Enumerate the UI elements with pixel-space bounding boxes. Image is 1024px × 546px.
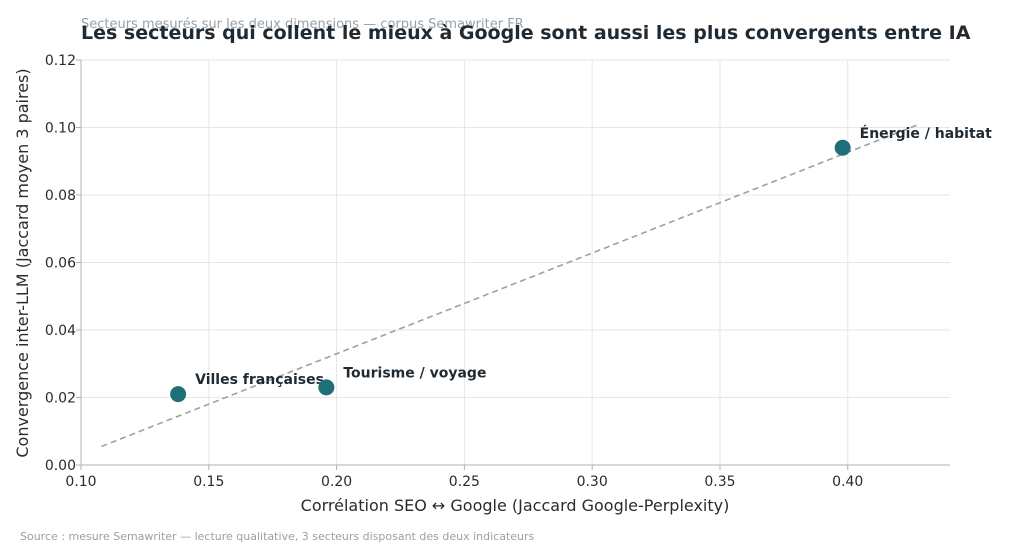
y-tick-label: 0.06 (45, 256, 76, 272)
y-tick-label: 0.04 (45, 323, 76, 339)
x-axis-label: Corrélation SEO ↔ Google (Jaccard Google… (301, 496, 730, 515)
point-label: Énergie / habitat (860, 125, 992, 142)
source-note: Source : mesure Semawriter — lecture qua… (20, 530, 535, 543)
data-point (170, 386, 187, 403)
chart-subtitle: Secteurs mesurés sur les deux dimensions… (81, 17, 524, 32)
x-tick-label: 0.40 (832, 474, 863, 490)
x-tick-label: 0.15 (193, 474, 224, 490)
y-tick-label: 0.08 (45, 188, 76, 204)
trendline (101, 123, 920, 448)
grid (80, 59, 950, 466)
y-tick-label: 0.02 (45, 391, 76, 407)
points-group: Villes françaises Tourisme / voyage Énergi… (170, 125, 992, 403)
y-tick-label: 0.10 (45, 121, 76, 137)
x-tick-label: 0.25 (449, 474, 480, 490)
y-tick-label: 0.12 (45, 53, 76, 69)
y-tick-labels: 0.00 0.02 0.04 0.06 0.08 0.10 0.12 (45, 53, 81, 474)
trendline-group (101, 123, 920, 448)
y-axis-label: Convergence inter-LLM (Jaccard moyen 3 p… (13, 68, 32, 457)
x-tick-label: 0.30 (577, 474, 608, 490)
point-label: Villes françaises (195, 372, 324, 388)
data-point (318, 379, 335, 396)
point-label: Tourisme / voyage (343, 365, 486, 381)
chart-title: Les secteurs qui collent le mieux à Goog… (81, 22, 971, 44)
x-tick-label: 0.20 (321, 474, 352, 490)
x-tick-labels: 0.10 0.15 0.20 0.25 0.30 0.35 0.40 (65, 465, 863, 490)
x-tick-label: 0.10 (65, 474, 96, 490)
data-point (834, 139, 851, 156)
y-tick-label: 0.00 (45, 458, 76, 474)
x-tick-label: 0.35 (704, 474, 735, 490)
